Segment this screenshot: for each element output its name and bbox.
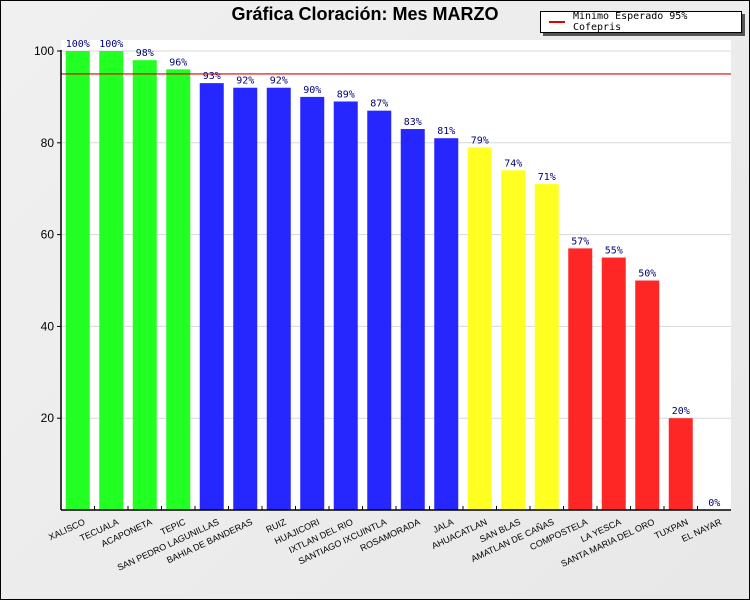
bar-la-yesca — [601, 257, 626, 510]
data-label: 100% — [99, 39, 123, 50]
data-label: 98% — [136, 48, 154, 59]
bar-tepic — [166, 69, 191, 511]
legend-label: Minimo Esperado 95% Cofepris — [572, 11, 688, 33]
bar-amatlan-de-cañas — [534, 184, 559, 511]
data-label: 79% — [471, 135, 489, 146]
bar-jala — [434, 138, 459, 510]
data-label: 90% — [303, 85, 321, 96]
bar-huajicori — [300, 96, 325, 511]
bar-bahia-de-banderas — [233, 87, 258, 510]
y-tick-label: 60 — [41, 228, 55, 242]
data-label: 55% — [605, 246, 623, 257]
bar-santa-maria-del-oro — [635, 280, 660, 510]
bar-rosamorada — [400, 129, 425, 510]
chart-title: Gráfica Cloración: Mes MARZO — [231, 4, 499, 24]
bar-ixtlan-del-rio — [333, 101, 358, 511]
data-label: 100% — [66, 39, 90, 50]
data-label: 71% — [538, 172, 556, 183]
bar-compostela — [568, 248, 593, 510]
bar-tecuala — [99, 51, 124, 510]
bar-tuxpan — [668, 418, 693, 510]
data-label: 96% — [169, 57, 187, 68]
y-tick-label: 40 — [41, 319, 55, 333]
data-label: 87% — [370, 99, 388, 110]
plot-background — [61, 40, 731, 510]
legend: Minimo Esperado 95% Cofepris — [540, 11, 742, 33]
bar-acaponeta — [132, 60, 157, 511]
data-label: 81% — [437, 126, 455, 137]
bar-san-pedro-lagunillas — [199, 83, 224, 510]
bar-santiago-ixcuintla — [367, 110, 392, 511]
data-label: 50% — [638, 269, 656, 280]
y-tick-label: 100 — [34, 44, 54, 58]
data-label: 0% — [708, 498, 720, 509]
bar-ruiz — [266, 87, 291, 510]
y-tick-label: 80 — [41, 136, 55, 150]
data-label: 74% — [504, 158, 522, 169]
legend-line-swatch — [549, 21, 565, 23]
data-label: 89% — [337, 89, 355, 100]
data-label: 57% — [571, 236, 589, 247]
data-label: 92% — [270, 76, 288, 87]
data-label: 92% — [236, 76, 254, 87]
data-label: 93% — [203, 71, 221, 82]
bar-san-blas — [501, 170, 526, 510]
bar-xalisco — [65, 51, 90, 510]
data-label: 20% — [672, 406, 690, 417]
bar-ahuacatlan — [467, 147, 492, 510]
y-tick-label: 20 — [41, 411, 55, 425]
data-label: 83% — [404, 117, 422, 128]
